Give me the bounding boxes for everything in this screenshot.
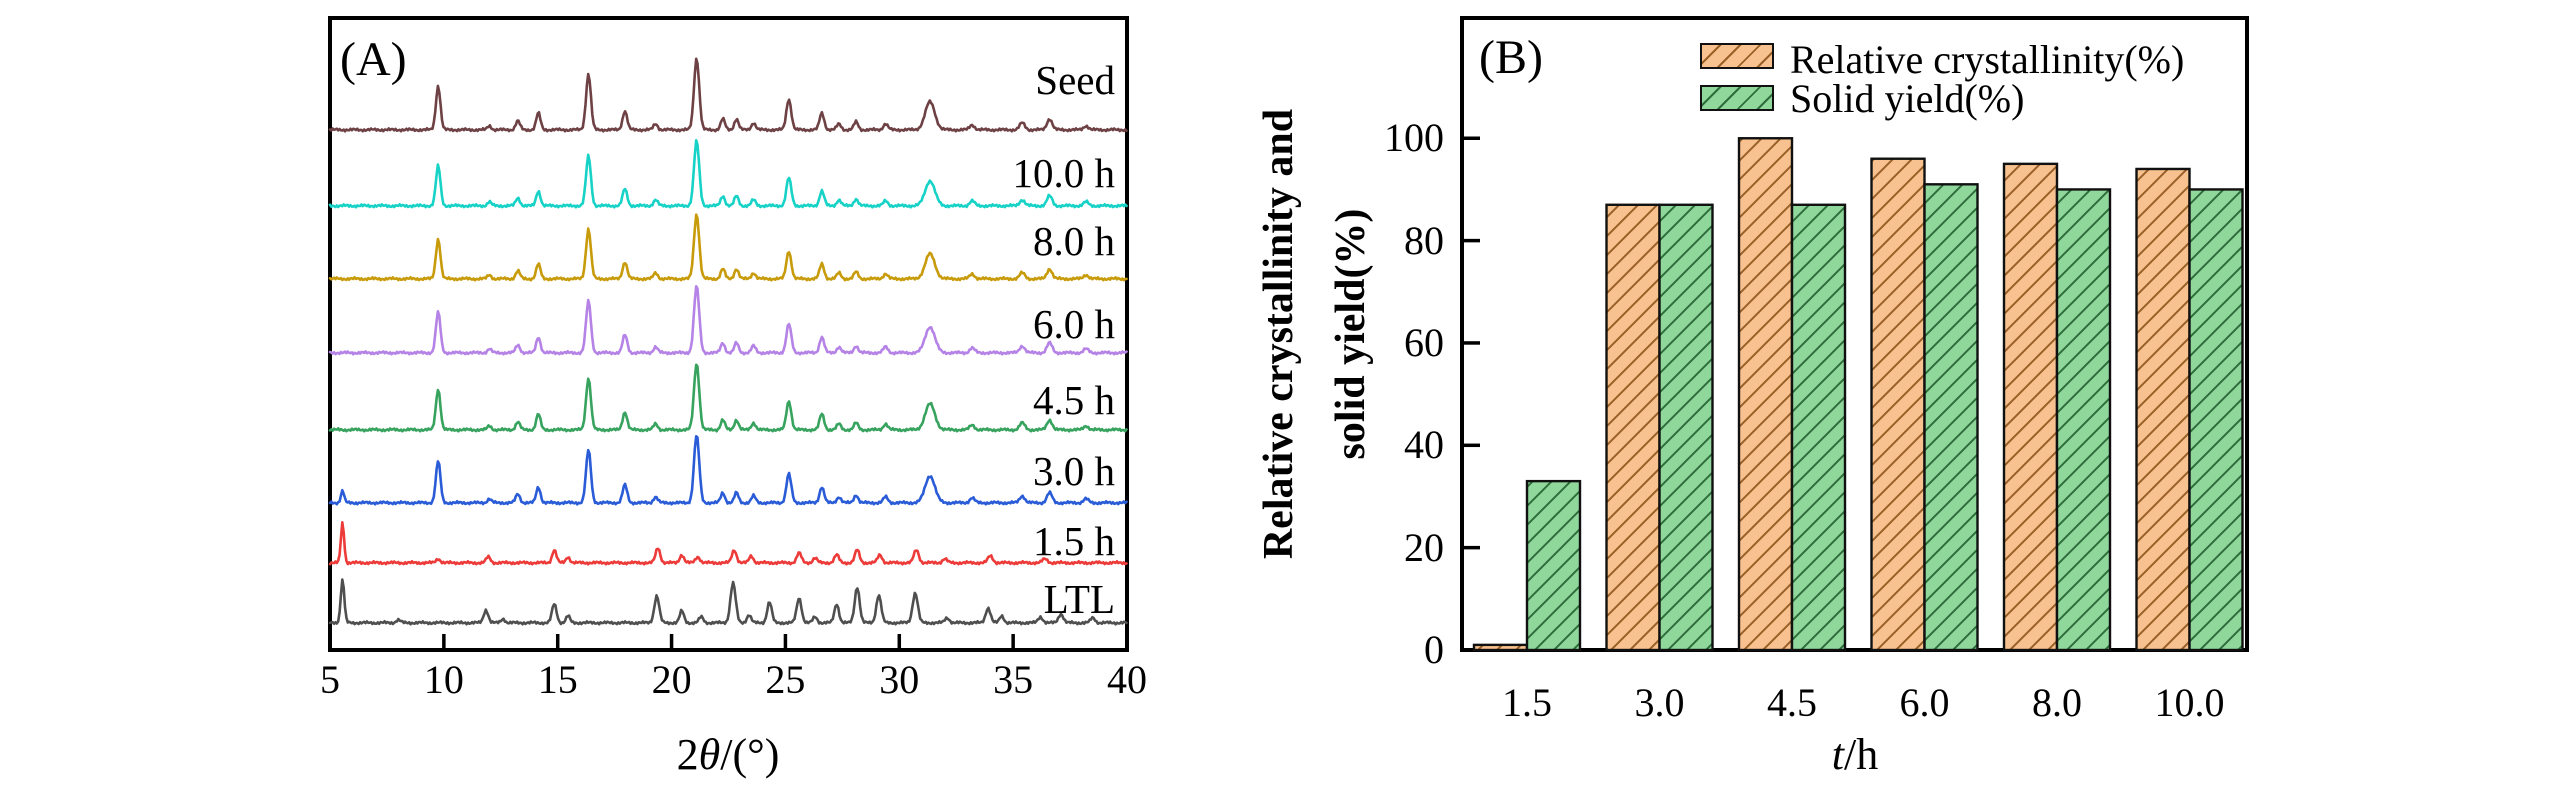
panel-b-letter: (B): [1479, 31, 1543, 84]
panel-b-x-axis-title: t/h: [1755, 733, 1955, 777]
bar-relative-crystallinity-3.0: [1605, 203, 1661, 652]
panel-b-category-label: 6.0: [1899, 680, 1950, 725]
panel-b-category-label: 1.5: [1502, 680, 1552, 725]
xrd-trace-1.5-h: [328, 521, 1128, 566]
trace-label-10.0-h: 10.0 h: [1012, 150, 1116, 196]
bar-solid-yield-8.0: [2055, 188, 2112, 652]
legend-label-solid-yield: Solid yield(%): [1790, 76, 2025, 121]
trace-label-8.0-h: 8.0 h: [1033, 218, 1115, 264]
xrd-trace-10.0-h: [328, 139, 1128, 209]
trace-label-1.5-h: 1.5 h: [1033, 518, 1115, 564]
panel-b-category-label: 3.0: [1634, 680, 1685, 725]
bar-relative-crystallinity-4.5: [1737, 137, 1794, 652]
panel-b-y-tick-label: 0: [1424, 627, 1444, 672]
panel-a-x-axis-title: 2θ/(°): [528, 733, 928, 777]
panel-b-y-tick-label: 100: [1384, 115, 1444, 161]
xrd-trace-6.0-h: [328, 285, 1128, 356]
x-title-unit: /h: [1844, 730, 1879, 779]
panel-b-category-label: 4.5: [1767, 680, 1817, 725]
panel-b-y-tick-label: 60: [1404, 319, 1444, 365]
bar-solid-yield-4.5: [1790, 203, 1847, 652]
bar-relative-crystallinity-8.0: [2002, 162, 2059, 652]
xrd-trace-8.0-h: [328, 213, 1128, 282]
panel-b-category-label: 10.0: [2154, 680, 2225, 725]
bar-relative-crystallinity-6.0: [1870, 157, 1926, 652]
panel-a-x-tick-label: 5: [320, 657, 340, 702]
panel-a-x-tick-label: 35: [993, 657, 1034, 702]
panel-b-y-tick-label: 80: [1404, 217, 1444, 263]
panel-b-frame: [1460, 16, 2249, 652]
trace-label-ltl: LTL: [1043, 576, 1115, 622]
bar-solid-yield-3.0: [1658, 203, 1714, 652]
panel-a-frame: [328, 16, 1129, 652]
x-title-prefix: 2: [676, 730, 699, 779]
panel-a-x-tick-label: 10: [423, 657, 464, 702]
legend-swatch-relative-crystallinity: [1700, 43, 1774, 69]
legend-label-relative-crystallinity: Relative crystallinity(%): [1790, 37, 2185, 82]
panel-a-x-tick-label: 40: [1107, 657, 1147, 702]
x-title-t: t: [1831, 730, 1844, 779]
panel-a-x-tick-label: 15: [537, 657, 578, 702]
panel-b-category-label: 8.0: [2032, 680, 2082, 725]
panel-a-x-tick-label: 25: [765, 657, 806, 702]
bar-solid-yield-10.0: [2188, 188, 2244, 652]
panel-a-x-tick-label: 20: [651, 657, 692, 702]
x-title-suffix: /(°): [720, 730, 780, 779]
bar-relative-crystallinity-1.5: [1472, 643, 1529, 652]
panel-b-y-tick-label: 40: [1404, 422, 1444, 468]
legend-swatch-solid-yield: [1700, 85, 1774, 111]
xrd-trace-ltl: [328, 578, 1128, 626]
x-title-theta: θ: [698, 730, 721, 779]
bar-relative-crystallinity-10.0: [2135, 167, 2191, 652]
trace-label-3.0-h: 3.0 h: [1033, 448, 1115, 494]
panel-b-y-tick-label: 20: [1404, 524, 1444, 570]
xrd-trace-4.5-h: [328, 363, 1128, 433]
panel-a-x-tick-label: 30: [879, 657, 920, 702]
trace-label-4.5-h: 4.5 h: [1033, 377, 1115, 423]
trace-label-seed: Seed: [1035, 57, 1115, 103]
xrd-trace-3.0-h: [328, 435, 1128, 506]
xrd-trace-seed: [328, 57, 1128, 133]
trace-label-6.0-h: 6.0 h: [1033, 301, 1115, 347]
bar-solid-yield-1.5: [1525, 479, 1582, 652]
bar-solid-yield-6.0: [1923, 183, 1979, 652]
panel-a-letter: (A): [340, 33, 407, 86]
